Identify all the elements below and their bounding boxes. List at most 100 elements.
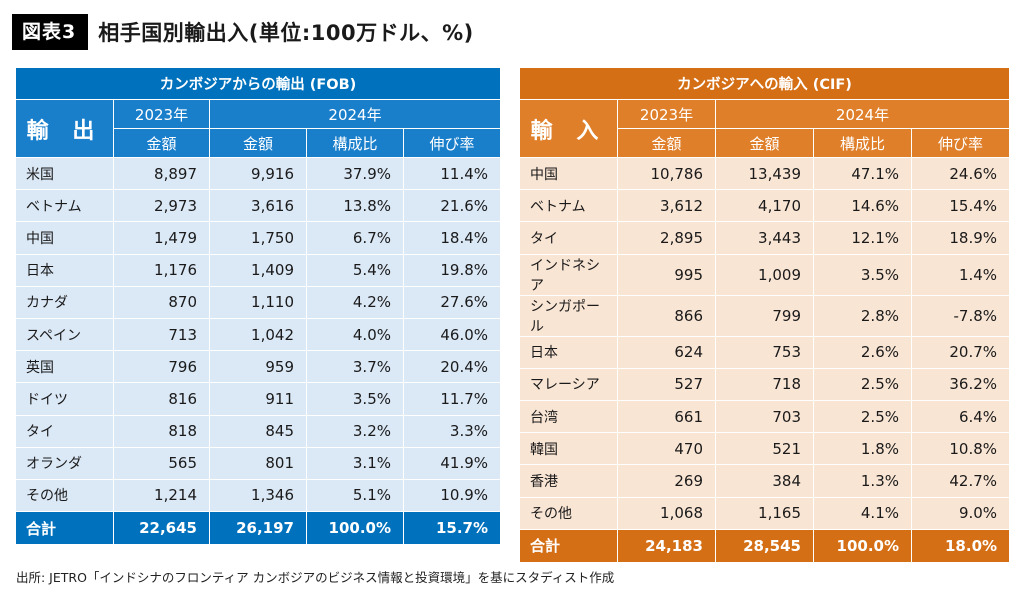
table-row: ベトナム 3,612 4,170 14.6% 15.4% <box>519 189 1011 223</box>
column-header: 金額 <box>113 128 210 158</box>
column-header: 金額 <box>209 128 307 158</box>
table-row: その他 1,068 1,165 4.1% 9.0% <box>519 496 1011 530</box>
table-row: ドイツ 816 911 3.5% 11.7% <box>15 382 502 416</box>
table-row: 韓国 470 521 1.8% 10.8% <box>519 432 1011 466</box>
value-cell: 3.1% <box>306 446 404 480</box>
table-row: カナダ 870 1,110 4.2% 27.6% <box>15 285 502 319</box>
value-cell: 1.8% <box>813 432 912 466</box>
value-cell: 2,895 <box>617 221 716 255</box>
value-cell: 18.4% <box>402 221 502 255</box>
value-cell: 799 <box>715 294 814 337</box>
value-cell: 3.3% <box>402 414 502 448</box>
value-cell: 5.4% <box>306 253 404 287</box>
country-cell: マレーシア <box>519 367 618 401</box>
value-cell: 1.4% <box>910 253 1011 296</box>
total-cell: 24,183 <box>617 528 716 563</box>
value-cell: 9.0% <box>910 496 1011 530</box>
value-cell: 713 <box>113 317 210 352</box>
value-cell: 2.5% <box>813 367 912 401</box>
value-cell: 2.6% <box>813 335 912 369</box>
table-row: マレーシア 527 718 2.5% 36.2% <box>519 367 1011 401</box>
column-header: 伸び率 <box>402 128 502 158</box>
total-cell: 18.0% <box>910 528 1011 563</box>
total-cell: 26,197 <box>209 511 307 546</box>
total-cell: 100.0% <box>813 528 912 563</box>
value-cell: 11.7% <box>402 382 502 416</box>
import-table: カンボジアへの輸入 (CIF) 輸 入 2023年 2024年 金額 金額 構成… <box>518 67 1011 563</box>
value-cell: 1,068 <box>617 496 716 530</box>
value-cell: 3.2% <box>306 414 404 448</box>
export-corner-label: 輸 出 <box>15 99 114 158</box>
total-cell: 28,545 <box>715 528 814 563</box>
table-row: 台湾 661 703 2.5% 6.4% <box>519 399 1011 434</box>
value-cell: 911 <box>209 382 307 416</box>
value-cell: 3.5% <box>813 253 912 296</box>
value-cell: 801 <box>209 446 307 480</box>
country-cell: スペイン <box>15 317 114 352</box>
value-cell: 661 <box>617 399 716 434</box>
value-cell: 1,009 <box>715 253 814 296</box>
value-cell: 703 <box>715 399 814 434</box>
table-row: オランダ 565 801 3.1% 41.9% <box>15 446 502 480</box>
value-cell: 6.7% <box>306 221 404 255</box>
table-row: 米国 8,897 9,916 37.9% 11.4% <box>15 156 502 191</box>
country-cell: 香港 <box>519 464 618 498</box>
value-cell: 995 <box>617 253 716 296</box>
value-cell: 1,750 <box>209 221 307 255</box>
country-cell: タイ <box>519 221 618 255</box>
source-note: 出所: JETRO「インドシナのフロンティア カンボジアのビジネス情報と投資環境… <box>16 570 615 585</box>
value-cell: 37.9% <box>306 156 404 191</box>
value-cell: 1,165 <box>715 496 814 530</box>
value-cell: 3.7% <box>306 350 404 384</box>
country-cell: ベトナム <box>519 189 618 223</box>
value-cell: 15.4% <box>910 189 1011 223</box>
country-cell: その他 <box>519 496 618 530</box>
value-cell: 1,346 <box>209 478 307 513</box>
table-row: タイ 818 845 3.2% 3.3% <box>15 414 502 448</box>
value-cell: 870 <box>113 285 210 319</box>
column-header: 金額 <box>715 128 814 158</box>
value-cell: 47.1% <box>813 156 912 191</box>
column-header: 金額 <box>617 128 716 158</box>
country-cell: 韓国 <box>519 432 618 466</box>
value-cell: 10.9% <box>402 478 502 513</box>
country-cell: オランダ <box>15 446 114 480</box>
country-cell: その他 <box>15 478 114 513</box>
table-row: 日本 624 753 2.6% 20.7% <box>519 335 1011 369</box>
total-label: 合計 <box>519 528 618 563</box>
value-cell: 46.0% <box>402 317 502 352</box>
value-cell: 3,616 <box>209 189 307 223</box>
value-cell: 41.9% <box>402 446 502 480</box>
table-row: その他 1,214 1,346 5.1% 10.9% <box>15 478 502 513</box>
value-cell: 1,479 <box>113 221 210 255</box>
value-cell: 14.6% <box>813 189 912 223</box>
value-cell: 624 <box>617 335 716 369</box>
country-cell: 日本 <box>15 253 114 287</box>
value-cell: 818 <box>113 414 210 448</box>
value-cell: 4.0% <box>306 317 404 352</box>
value-cell: 10.8% <box>910 432 1011 466</box>
value-cell: 5.1% <box>306 478 404 513</box>
table-row: 日本 1,176 1,409 5.4% 19.8% <box>15 253 502 287</box>
value-cell: 4,170 <box>715 189 814 223</box>
total-row: 合計 24,183 28,545 100.0% 18.0% <box>519 528 1011 563</box>
value-cell: 42.7% <box>910 464 1011 498</box>
value-cell: 753 <box>715 335 814 369</box>
value-cell: 269 <box>617 464 716 498</box>
value-cell: 718 <box>715 367 814 401</box>
total-cell: 22,645 <box>113 511 210 546</box>
value-cell: 796 <box>113 350 210 384</box>
year-header: 2024年 <box>714 99 1011 129</box>
value-cell: 19.8% <box>402 253 502 287</box>
country-cell: 英国 <box>15 350 114 384</box>
total-label: 合計 <box>15 511 114 546</box>
value-cell: 1,176 <box>113 253 210 287</box>
value-cell: 20.4% <box>402 350 502 384</box>
table-row: インドネシア 995 1,009 3.5% 1.4% <box>519 253 1011 296</box>
value-cell: 2.8% <box>813 294 912 337</box>
country-cell: 中国 <box>519 156 618 191</box>
table-row: 中国 1,479 1,750 6.7% 18.4% <box>15 221 502 255</box>
export-caption: カンボジアからの輸出 (FOB) <box>14 67 502 100</box>
figure-header: 図表3 相手国別輸出入(単位:100万ドル、%) <box>12 14 474 50</box>
table-row: タイ 2,895 3,443 12.1% 18.9% <box>519 221 1011 255</box>
